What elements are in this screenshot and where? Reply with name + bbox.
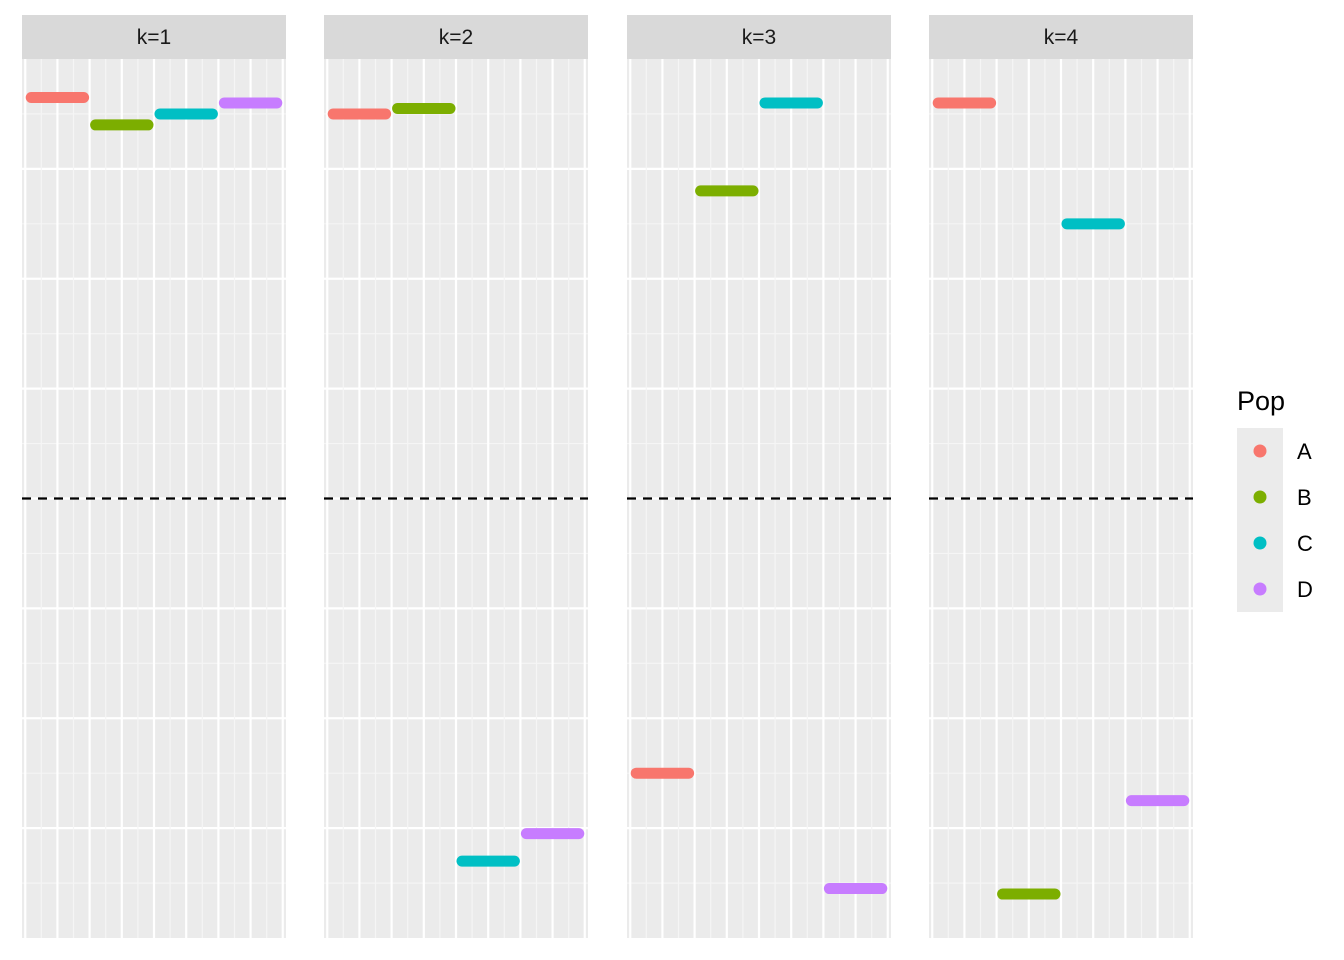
- facet-panel: k=1: [22, 15, 286, 938]
- legend-key-a: [1253, 444, 1267, 458]
- legend-label-d: D: [1297, 577, 1313, 602]
- facet-strip-label: k=4: [1044, 26, 1079, 49]
- facet-strip-label: k=1: [137, 26, 171, 49]
- legend-label-a: A: [1297, 439, 1312, 464]
- facet-panel: k=3: [627, 15, 891, 938]
- facet-panel: k=2: [324, 15, 588, 938]
- facet-panel: k=4: [929, 15, 1193, 938]
- legend-key-c: [1253, 536, 1267, 550]
- facet-strip-label: k=2: [439, 26, 473, 49]
- legend-key-d: [1253, 582, 1267, 596]
- legend-key-background: [1237, 428, 1283, 612]
- legend-label-b: B: [1297, 485, 1312, 510]
- facet-strip: [324, 15, 588, 59]
- legend-key-b: [1253, 490, 1267, 504]
- legend-label-c: C: [1297, 531, 1313, 556]
- facet-strip-label: k=3: [742, 26, 776, 49]
- facet-panels: k=1 k=2 k=3 k=4: [22, 15, 1193, 938]
- facet-strip: [22, 15, 286, 59]
- legend-title: Pop: [1237, 386, 1285, 416]
- facet-strip: [627, 15, 891, 59]
- facet-strip: [929, 15, 1193, 59]
